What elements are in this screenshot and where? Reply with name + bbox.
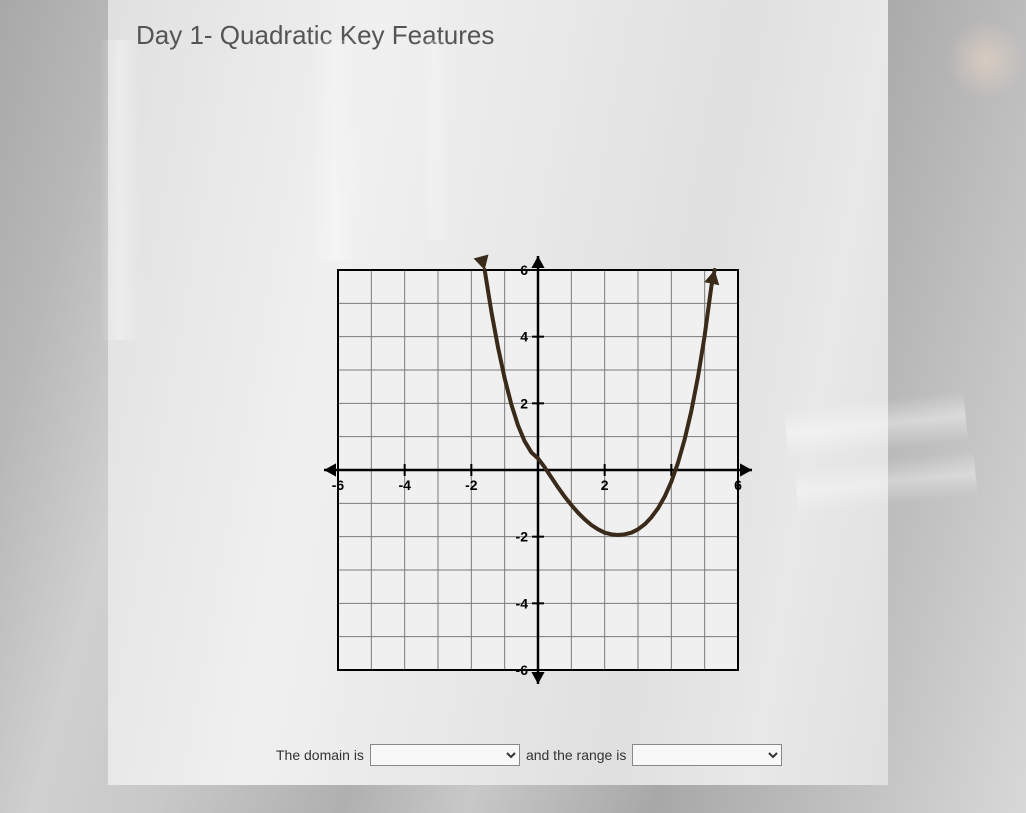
svg-text:-6: -6 <box>516 662 529 678</box>
svg-text:6: 6 <box>734 477 742 493</box>
svg-text:-4: -4 <box>398 477 411 493</box>
quadratic-graph: -6 -4 -2 2 6 -6 -4 -2 2 4 6 <box>308 240 768 700</box>
domain-select[interactable] <box>370 744 520 766</box>
page-title: Day 1- Quadratic Key Features <box>136 20 860 51</box>
svg-text:2: 2 <box>520 395 528 411</box>
domain-label: The domain is <box>276 747 364 763</box>
svg-text:-6: -6 <box>332 477 345 493</box>
graph-svg: -6 -4 -2 2 6 -6 -4 -2 2 4 6 <box>308 240 768 700</box>
answer-row: The domain is and the range is <box>276 744 782 766</box>
svg-text:4: 4 <box>520 329 528 345</box>
photo-glare <box>946 20 1026 100</box>
svg-text:-4: -4 <box>516 595 529 611</box>
svg-text:2: 2 <box>601 477 609 493</box>
worksheet-panel: Day 1- Quadratic Key Features -6-4-226-6… <box>108 0 888 785</box>
range-label: and the range is <box>526 747 626 763</box>
svg-text:6: 6 <box>520 262 528 278</box>
svg-text:-2: -2 <box>516 529 529 545</box>
svg-text:-2: -2 <box>465 477 478 493</box>
range-select[interactable] <box>632 744 782 766</box>
